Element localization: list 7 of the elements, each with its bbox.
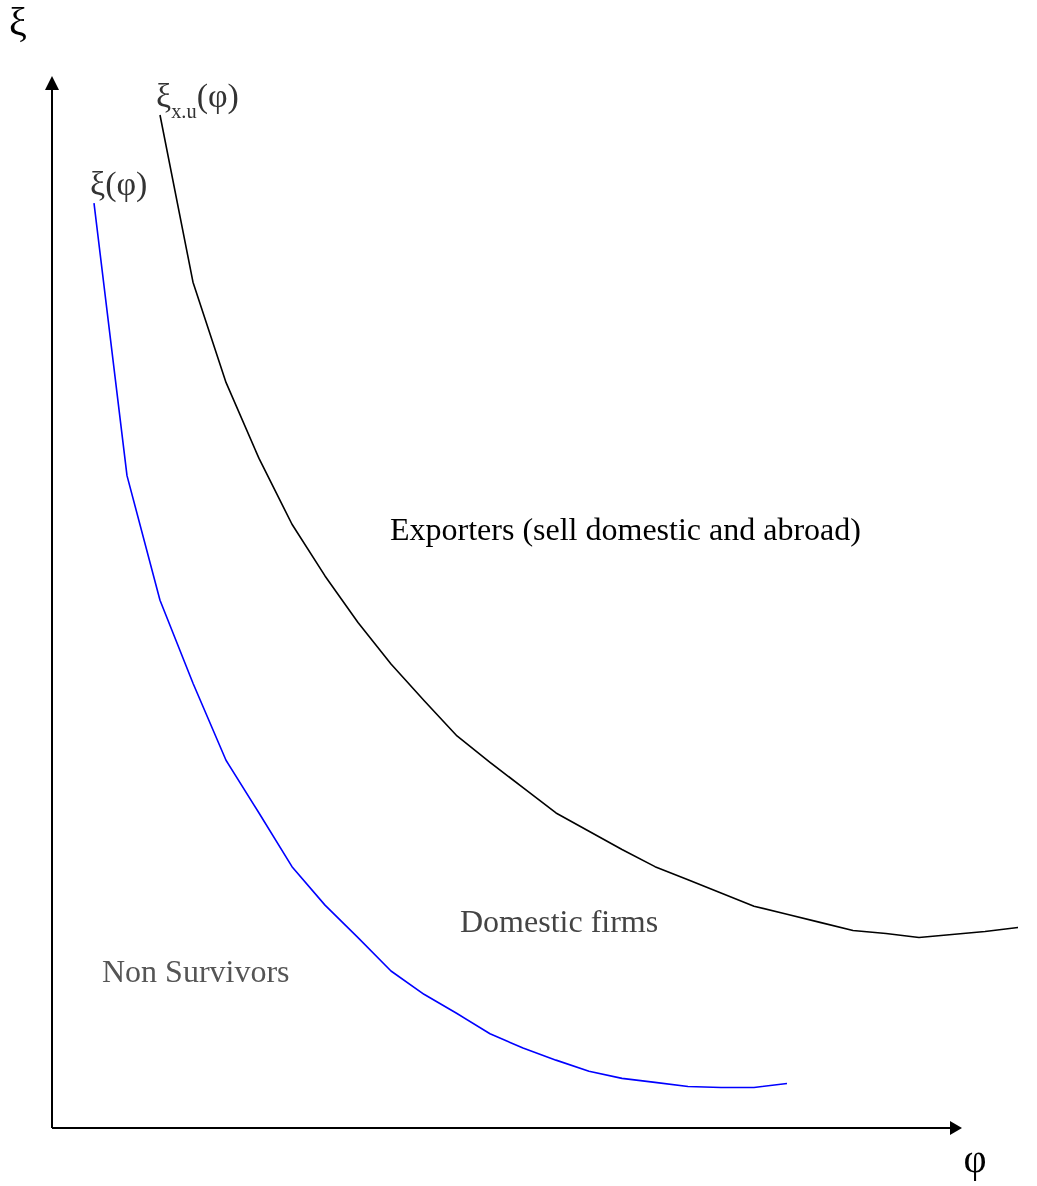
annotation: Exporters (sell domestic and abroad) [390,511,861,547]
y-axis-title: ξ [9,0,27,44]
series-label: ξ(φ) [90,165,148,204]
annotation: Non Survivors [102,953,290,989]
annotation: Domestic firms [460,903,659,939]
series-label: ξ$_{x.u}$(φ) [156,77,239,122]
x-axis-title: φ [963,1136,987,1181]
